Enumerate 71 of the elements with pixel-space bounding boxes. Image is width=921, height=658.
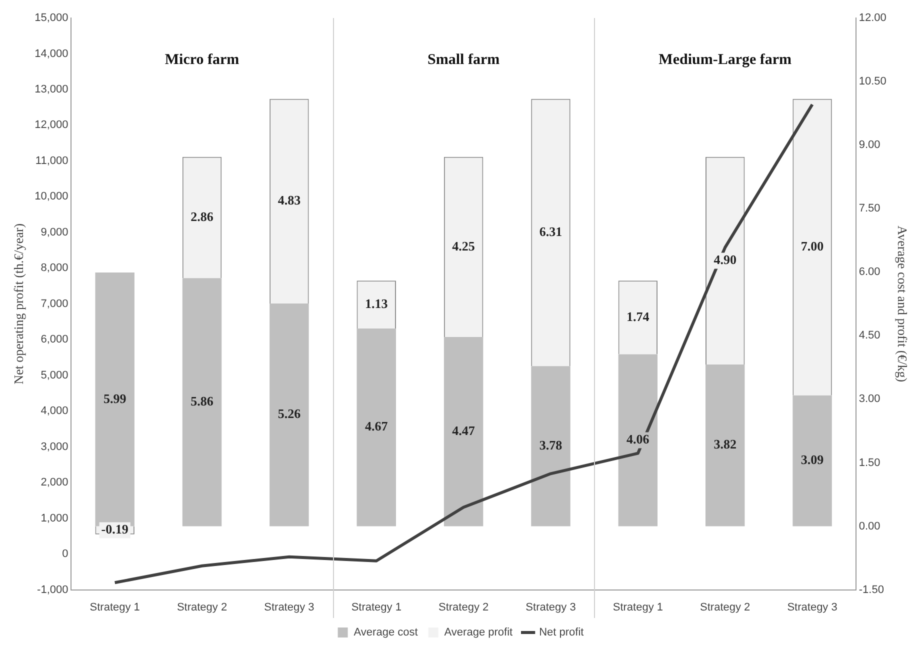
y2-tick-label: -1.50: [858, 584, 884, 596]
y-tick-label: 12,000: [34, 119, 68, 132]
data-label: 3.09: [800, 452, 824, 468]
x-tick-label: Strategy 3: [264, 601, 314, 614]
y-tick-label: 15,000: [34, 12, 68, 24]
data-label: 4.83: [278, 192, 302, 208]
data-label: 5.86: [190, 394, 214, 409]
annotation: Micro farm: [164, 52, 240, 68]
bar: [792, 395, 832, 526]
data-label: 6.31: [539, 224, 562, 239]
x-tick-label: Strategy 1: [612, 601, 663, 614]
data-label: 3.82: [714, 436, 736, 452]
y-tick-label: 13,000: [34, 84, 68, 96]
y2-tick-label: 12.00: [858, 12, 886, 24]
legend-label: Average cost: [354, 626, 418, 639]
bar: [705, 364, 745, 526]
y2-tick-label: 10.50: [858, 76, 886, 88]
bar: [444, 336, 484, 526]
data-label: 5.26: [278, 406, 302, 422]
data-label: 4.25: [452, 238, 476, 254]
y-tick-label: -1,000: [37, 584, 68, 596]
legend-label: Net profit: [539, 626, 584, 639]
y-tick-label: 6,000: [40, 334, 68, 346]
data-label: 4.47: [452, 422, 476, 438]
x-tick-label: Strategy 1: [90, 601, 140, 614]
y-tick-label: 1,000: [40, 512, 68, 524]
y2-tick-label: 7.50: [858, 202, 880, 215]
bar: [531, 366, 570, 526]
bar: [182, 278, 222, 526]
y-tick-label: 7,000: [40, 298, 68, 310]
data-label: 1.13: [365, 296, 388, 311]
data-label: 7.00: [800, 238, 824, 254]
y-tick-label: 10,000: [34, 190, 68, 203]
data-label: 2.86: [190, 208, 214, 224]
data-label: 4.06: [626, 432, 650, 447]
data-label: 4.90: [714, 252, 736, 268]
y-tick-label: 5,000: [40, 369, 68, 382]
x-tick-label: Strategy 2: [700, 601, 750, 614]
bar: [95, 272, 134, 526]
y-axis-title: Net operating profit (th.€/year): [11, 223, 26, 384]
annotation: Small farm: [428, 52, 500, 68]
y2-tick-label: 4.50: [858, 330, 880, 342]
x-tick-label: Strategy 3: [526, 601, 576, 614]
data-label: 4.67: [365, 418, 388, 434]
y2-tick-label: 1.50: [858, 456, 880, 469]
bar: [270, 303, 309, 526]
y2-tick-label: 0.00: [858, 520, 880, 532]
legend-label: Average profit: [444, 626, 513, 639]
x-tick-label: Strategy 2: [176, 601, 228, 614]
y-tick-label: 3,000: [40, 440, 68, 453]
y2-tick-label: 9.00: [858, 139, 880, 152]
y-tick-label: 8,000: [40, 262, 68, 274]
x-tick-label: Strategy 2: [438, 601, 489, 614]
y-tick-label: 4,000: [40, 405, 68, 418]
data-label: 1.74: [626, 308, 650, 324]
data-label: 5.99: [103, 390, 127, 406]
y2-tick-label: 6.00: [858, 266, 880, 278]
y-tick-label: 11,000: [35, 154, 68, 167]
annotation: Medium-Large farm: [658, 52, 792, 68]
bar: [618, 354, 658, 526]
data-label: -0.19: [101, 522, 129, 537]
y2-axis-title: Average cost and profit (€/kg): [894, 226, 910, 382]
y-tick-label: 0: [62, 548, 68, 560]
bar: [356, 328, 396, 526]
data-label: 3.78: [539, 438, 563, 453]
x-tick-label: Strategy 1: [351, 601, 402, 614]
y-tick-label: 14,000: [34, 48, 68, 60]
x-tick-label: Strategy 3: [787, 601, 838, 614]
y-tick-label: 9,000: [40, 226, 68, 238]
y-tick-label: 2,000: [40, 476, 68, 489]
y2-tick-label: 3.00: [858, 393, 880, 406]
